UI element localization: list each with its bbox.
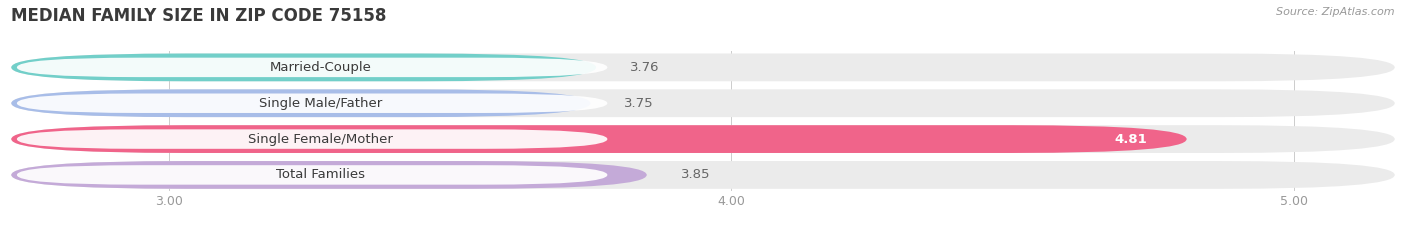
FancyBboxPatch shape [11,161,1395,189]
Text: Single Female/Mother: Single Female/Mother [247,133,394,146]
FancyBboxPatch shape [11,161,647,189]
FancyBboxPatch shape [17,165,607,185]
Text: 4.81: 4.81 [1115,133,1147,146]
Text: Source: ZipAtlas.com: Source: ZipAtlas.com [1277,7,1395,17]
Text: Married-Couple: Married-Couple [270,61,371,74]
FancyBboxPatch shape [17,58,607,77]
Text: Total Families: Total Families [276,168,366,182]
FancyBboxPatch shape [11,54,1395,81]
FancyBboxPatch shape [11,89,1395,117]
FancyBboxPatch shape [17,93,607,113]
Text: 3.76: 3.76 [630,61,659,74]
Text: Single Male/Father: Single Male/Father [259,97,382,110]
Text: MEDIAN FAMILY SIZE IN ZIP CODE 75158: MEDIAN FAMILY SIZE IN ZIP CODE 75158 [11,7,387,25]
FancyBboxPatch shape [11,125,1395,153]
Text: 3.75: 3.75 [624,97,654,110]
FancyBboxPatch shape [11,89,591,117]
FancyBboxPatch shape [17,129,607,149]
Text: 3.85: 3.85 [681,168,710,182]
FancyBboxPatch shape [11,125,1187,153]
FancyBboxPatch shape [11,54,596,81]
